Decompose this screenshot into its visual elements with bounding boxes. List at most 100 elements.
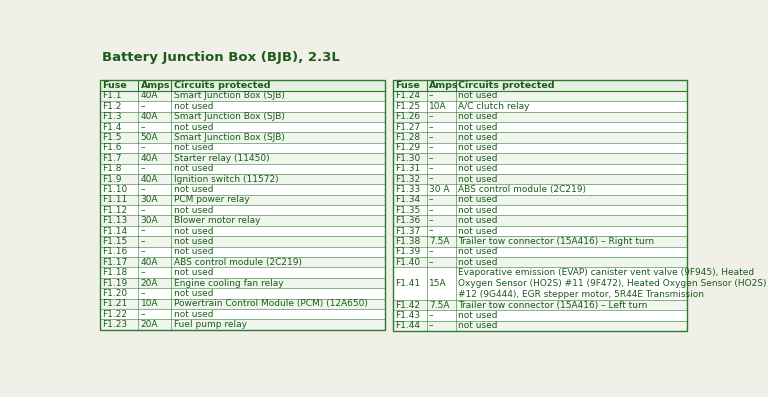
Text: F1.33: F1.33	[396, 185, 420, 194]
Text: F1.34: F1.34	[396, 195, 420, 204]
Text: 30 A: 30 A	[429, 185, 449, 194]
Text: F1.36: F1.36	[396, 216, 420, 225]
Text: Amps: Amps	[429, 81, 458, 90]
Bar	[100, 80, 385, 330]
Text: F1.29: F1.29	[396, 143, 420, 152]
Text: F1.10: F1.10	[102, 185, 127, 194]
Text: F1.12: F1.12	[102, 206, 127, 215]
Text: –: –	[429, 247, 433, 256]
Bar	[100, 143, 385, 153]
Text: F1.2: F1.2	[102, 102, 121, 111]
Text: not used: not used	[458, 123, 498, 132]
Bar	[100, 299, 385, 309]
Text: not used: not used	[458, 195, 498, 204]
Bar	[100, 195, 385, 205]
Bar	[100, 91, 385, 101]
Text: not used: not used	[174, 143, 213, 152]
Text: not used: not used	[174, 237, 213, 246]
Text: F1.14: F1.14	[102, 227, 127, 235]
Text: F1.19: F1.19	[102, 279, 127, 287]
Text: –: –	[141, 123, 145, 132]
Text: F1.25: F1.25	[396, 102, 420, 111]
Text: not used: not used	[458, 91, 498, 100]
Text: Oxygen Sensor (HO2S) #11 (9F472), Heated Oxygen Sensor (HO2S): Oxygen Sensor (HO2S) #11 (9F472), Heated…	[458, 279, 767, 288]
Bar	[392, 132, 687, 143]
Text: –: –	[429, 91, 433, 100]
Text: not used: not used	[174, 123, 213, 132]
Text: not used: not used	[458, 311, 498, 320]
Text: Blower motor relay: Blower motor relay	[174, 216, 260, 225]
Text: not used: not used	[174, 310, 213, 319]
Text: F1.42: F1.42	[396, 301, 420, 310]
Bar	[392, 174, 687, 184]
Text: –: –	[429, 311, 433, 320]
Text: Ignition switch (11572): Ignition switch (11572)	[174, 175, 278, 184]
Text: –: –	[141, 143, 145, 152]
Text: F1.40: F1.40	[396, 258, 420, 267]
Text: –: –	[141, 185, 145, 194]
Bar	[100, 174, 385, 184]
Text: 40A: 40A	[141, 154, 158, 163]
Bar	[100, 236, 385, 247]
Text: –: –	[429, 258, 433, 267]
Text: F1.39: F1.39	[396, 247, 420, 256]
Text: 10A: 10A	[141, 299, 158, 308]
Bar	[392, 101, 687, 112]
Text: –: –	[429, 164, 433, 173]
Text: 50A: 50A	[141, 133, 158, 142]
Text: F1.3: F1.3	[102, 112, 121, 121]
Text: 40A: 40A	[141, 91, 158, 100]
Text: –: –	[429, 123, 433, 132]
Text: –: –	[141, 289, 145, 298]
Text: Amps: Amps	[141, 81, 170, 90]
Text: 15A: 15A	[429, 279, 447, 288]
Bar	[392, 300, 687, 310]
Text: –: –	[141, 268, 145, 277]
Text: not used: not used	[174, 247, 213, 256]
Text: F1.37: F1.37	[396, 227, 420, 235]
Bar	[392, 195, 687, 205]
Text: F1.4: F1.4	[102, 123, 121, 132]
Bar	[100, 226, 385, 236]
Bar	[392, 184, 687, 195]
Text: F1.44: F1.44	[396, 321, 420, 330]
Bar	[100, 309, 385, 320]
Text: Trailer tow connector (15A416) – Right turn: Trailer tow connector (15A416) – Right t…	[458, 237, 654, 246]
Text: –: –	[429, 206, 433, 215]
Bar	[392, 236, 687, 247]
Text: F1.6: F1.6	[102, 143, 121, 152]
Text: F1.24: F1.24	[396, 91, 420, 100]
Text: F1.41: F1.41	[396, 279, 420, 288]
Bar	[392, 310, 687, 321]
Bar	[100, 80, 385, 91]
Bar	[392, 226, 687, 236]
Text: F1.28: F1.28	[396, 133, 420, 142]
Bar	[392, 153, 687, 164]
Text: F1.8: F1.8	[102, 164, 121, 173]
Text: F1.5: F1.5	[102, 133, 121, 142]
Text: F1.1: F1.1	[102, 91, 121, 100]
Bar	[100, 164, 385, 174]
Text: –: –	[141, 164, 145, 173]
Text: F1.16: F1.16	[102, 247, 127, 256]
Text: Smart Junction Box (SJB): Smart Junction Box (SJB)	[174, 112, 284, 121]
Text: not used: not used	[458, 227, 498, 235]
Text: Starter relay (11450): Starter relay (11450)	[174, 154, 269, 163]
Text: –: –	[429, 321, 433, 330]
Text: F1.21: F1.21	[102, 299, 127, 308]
Bar	[100, 153, 385, 164]
Text: Powertrain Control Module (PCM) (12A650): Powertrain Control Module (PCM) (12A650)	[174, 299, 367, 308]
Bar	[392, 216, 687, 226]
Text: not used: not used	[174, 102, 213, 111]
Bar	[100, 122, 385, 132]
Text: F1.31: F1.31	[396, 164, 420, 173]
Text: 40A: 40A	[141, 258, 158, 267]
Text: F1.13: F1.13	[102, 216, 127, 225]
Text: Battery Junction Box (BJB), 2.3L: Battery Junction Box (BJB), 2.3L	[102, 51, 340, 64]
Text: not used: not used	[174, 185, 213, 194]
Text: F1.11: F1.11	[102, 195, 127, 204]
Text: Trailer tow connector (15A416) – Left turn: Trailer tow connector (15A416) – Left tu…	[458, 301, 648, 310]
Text: F1.18: F1.18	[102, 268, 127, 277]
Bar	[392, 205, 687, 216]
Text: not used: not used	[458, 164, 498, 173]
